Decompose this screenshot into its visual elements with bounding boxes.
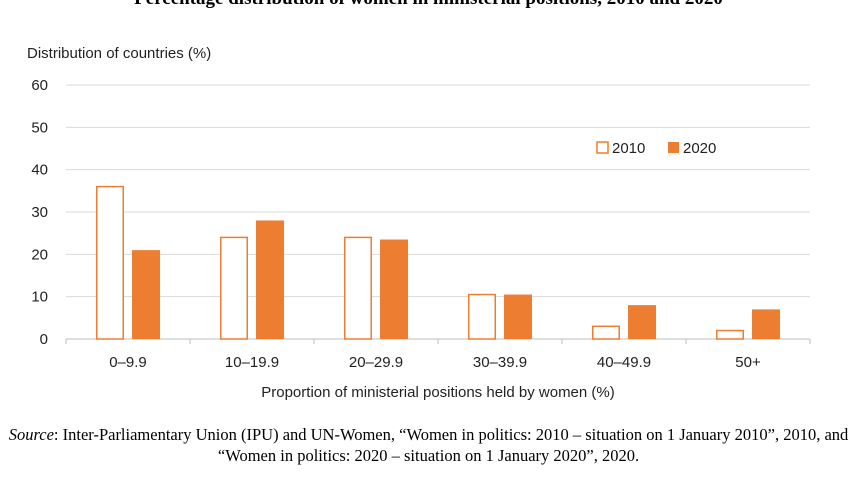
source-note: Source: Inter-Parliamentary Union (IPU) …	[0, 424, 857, 466]
source-text: : Inter-Parliamentary Union (IPU) and UN…	[53, 425, 849, 465]
y-axis-ticks: 0 10 20 30 40 50 60	[31, 77, 48, 348]
bar-2010	[592, 325, 620, 340]
y-axis-title: Distribution of countries (%)	[27, 45, 211, 62]
y-tick-label: 60	[31, 77, 48, 94]
x-axis-title: Proportion of ministerial positions held…	[261, 384, 615, 401]
bar-2010	[468, 293, 496, 340]
bar-2010	[96, 185, 124, 340]
x-tick-label: 40–49.9	[597, 354, 651, 371]
bar-2010	[716, 329, 744, 340]
bar-chart: 0 10 20 30 40 50 60 0–9.9 10–19.9 20–29.9 30–39.9…	[27, 45, 811, 401]
bar-2010	[220, 236, 248, 340]
bar-2020	[504, 294, 532, 339]
x-tick-label: 20–29.9	[349, 354, 403, 371]
bar-2020	[752, 309, 780, 339]
source-label: Source	[8, 425, 54, 444]
legend-label-2010: 2010	[612, 140, 645, 157]
legend-swatch-2010	[596, 141, 609, 154]
bar-2020	[380, 239, 408, 339]
y-tick-label: 20	[31, 246, 48, 263]
bar-2020	[628, 305, 656, 339]
legend-swatch-2020	[668, 142, 679, 153]
y-tick-label: 0	[40, 331, 48, 348]
y-tick-label: 10	[31, 289, 48, 306]
gridlines	[66, 84, 810, 340]
y-tick-label: 50	[31, 119, 48, 136]
legend-label-2020: 2020	[683, 140, 716, 157]
bar-2010	[344, 236, 372, 340]
x-tick-label: 50+	[735, 354, 761, 371]
legend: 2010 2020	[596, 140, 716, 157]
bar-2020	[132, 250, 160, 339]
x-axis-ticks: 0–9.9 10–19.9 20–29.9 30–39.9 40–49.9 50+	[65, 339, 811, 371]
y-tick-label: 40	[31, 162, 48, 179]
chart-title: Percentage distribution of women in mini…	[0, 0, 857, 10]
bar-2020	[256, 220, 284, 339]
y-tick-label: 30	[31, 204, 48, 221]
bars	[96, 185, 780, 340]
x-tick-label: 10–19.9	[225, 354, 279, 371]
x-tick-label: 0–9.9	[109, 354, 147, 371]
x-tick-label: 30–39.9	[473, 354, 527, 371]
